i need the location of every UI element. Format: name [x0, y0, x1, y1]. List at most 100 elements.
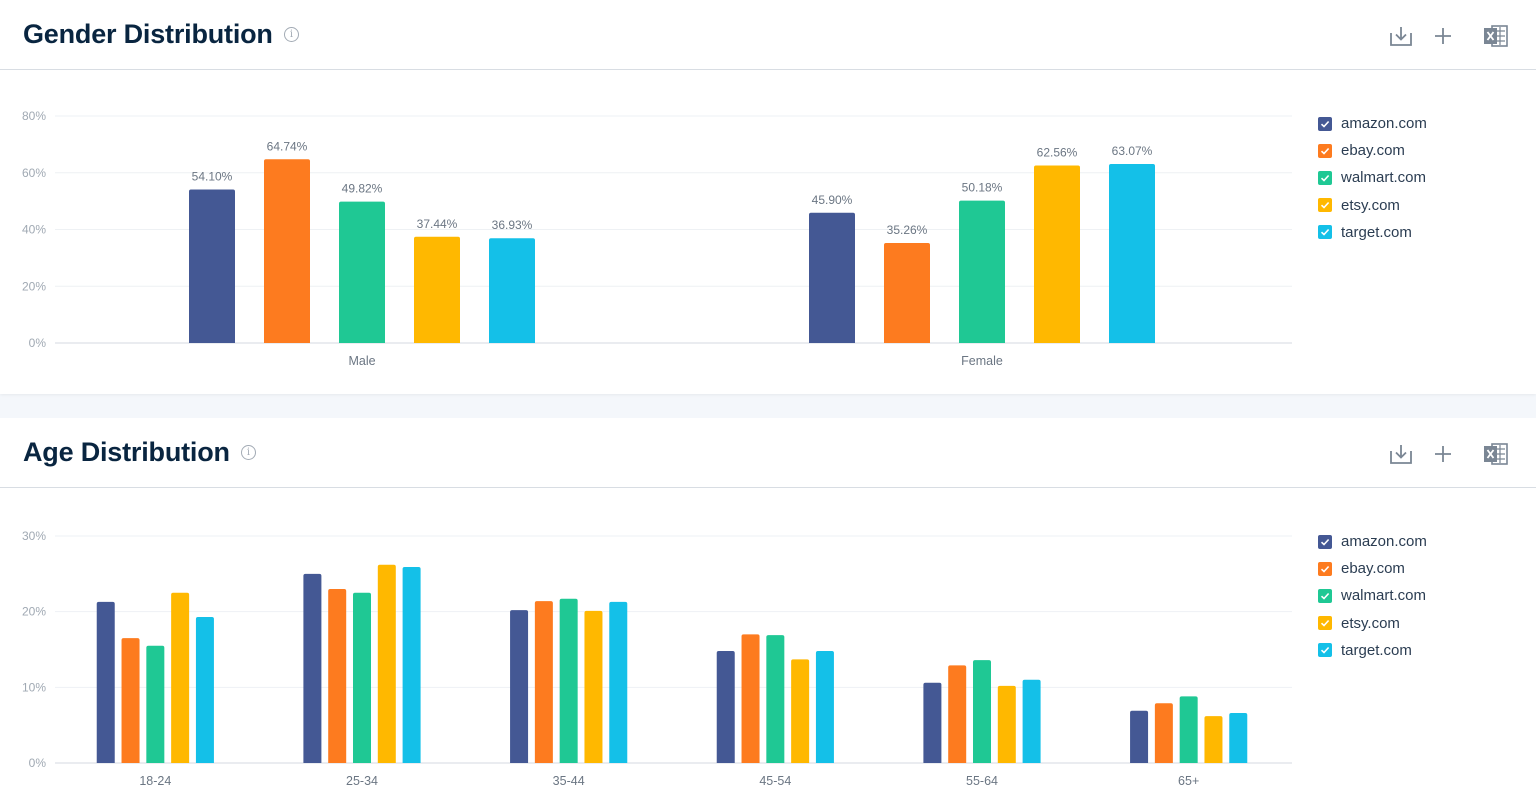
legend-item-ebay[interactable]: ebay.com — [1318, 555, 1528, 582]
bar-target-Male[interactable] — [489, 238, 535, 343]
x-tick-label: 45-54 — [759, 774, 791, 788]
checkbox-icon[interactable] — [1318, 561, 1332, 576]
legend-label: etsy.com — [1341, 196, 1400, 214]
bar-amazon-18-24[interactable] — [96, 601, 115, 763]
checkbox-icon[interactable] — [1318, 588, 1332, 603]
bar-target-25-34[interactable] — [402, 567, 421, 763]
data-label: 62.56% — [1037, 145, 1078, 159]
checkbox-icon[interactable] — [1318, 616, 1332, 631]
checkbox-icon[interactable] — [1318, 643, 1332, 658]
x-tick-label: 55-64 — [966, 774, 998, 788]
bar-etsy-Male[interactable] — [414, 236, 460, 343]
y-tick-label: 20% — [22, 279, 46, 293]
legend-item-etsy[interactable]: etsy.com — [1318, 610, 1528, 637]
bar-walmart-25-34[interactable] — [353, 592, 371, 763]
bar-ebay-18-24[interactable] — [121, 638, 140, 763]
checkbox-icon[interactable] — [1318, 225, 1332, 240]
bar-etsy-18-24[interactable] — [171, 592, 190, 763]
checkbox-icon[interactable] — [1318, 143, 1332, 158]
bar-ebay-55-64[interactable] — [948, 665, 967, 763]
bar-walmart-Male[interactable] — [339, 201, 385, 343]
bar-amazon-45-54[interactable] — [716, 651, 735, 763]
x-tick-label: 25-34 — [346, 774, 378, 788]
download-icon[interactable] — [1389, 24, 1413, 48]
section-title: Age Distribution — [23, 437, 230, 467]
checkbox-icon[interactable] — [1318, 198, 1332, 213]
legend-item-target[interactable]: target.com — [1318, 219, 1528, 246]
bar-walmart-18-24[interactable] — [146, 645, 165, 763]
download-icon[interactable] — [1389, 442, 1413, 466]
bar-walmart-55-64[interactable] — [973, 660, 991, 763]
bar-target-35-44[interactable] — [609, 601, 628, 763]
bar-amazon-Female[interactable] — [809, 212, 855, 343]
checkbox-icon[interactable] — [1318, 116, 1332, 131]
data-label: 35.26% — [887, 223, 928, 237]
data-label: 50.18% — [962, 181, 1003, 195]
page-title: Gender Distribution — [23, 19, 273, 49]
bar-etsy-Female[interactable] — [1034, 165, 1080, 343]
age-card-header: Age Distribution i — [0, 418, 1536, 488]
info-icon[interactable]: i — [241, 445, 256, 460]
bar-target-45-54[interactable] — [815, 651, 834, 763]
bar-walmart-65+[interactable] — [1179, 696, 1198, 763]
legend-label: walmart.com — [1341, 587, 1427, 605]
bar-ebay-35-44[interactable] — [534, 601, 553, 763]
plus-icon[interactable] — [1431, 442, 1455, 466]
bar-etsy-65+[interactable] — [1204, 716, 1223, 763]
bar-etsy-55-64[interactable] — [997, 685, 1016, 763]
legend-item-amazon[interactable]: amazon.com — [1318, 528, 1528, 555]
data-label: 54.10% — [192, 169, 233, 183]
gender-legend: amazon.com ebay.com walmart.com etsy.com tar… — [1318, 110, 1528, 246]
bar-amazon-55-64[interactable] — [923, 682, 942, 763]
legend-label: walmart.com — [1341, 169, 1427, 187]
excel-icon[interactable] — [1483, 442, 1509, 466]
bar-walmart-45-54[interactable] — [766, 635, 785, 763]
bar-target-55-64[interactable] — [1022, 679, 1041, 763]
y-tick-label: 0% — [29, 756, 47, 770]
y-tick-label: 80% — [22, 109, 46, 123]
bar-ebay-25-34[interactable] — [328, 588, 347, 763]
data-label: 45.90% — [812, 193, 853, 207]
y-tick-label: 40% — [22, 223, 46, 237]
bar-walmart-35-44[interactable] — [559, 598, 578, 763]
data-label: 63.07% — [1112, 144, 1153, 158]
bar-amazon-25-34[interactable] — [303, 573, 322, 763]
data-label: 36.93% — [492, 218, 533, 232]
excel-icon[interactable] — [1483, 24, 1509, 48]
bar-ebay-45-54[interactable] — [741, 634, 760, 763]
gender-distribution-card: Gender Distribution i 0% 20% 40% 60% 80% 54.1… — [0, 0, 1536, 394]
y-tick-label: 0% — [29, 336, 47, 350]
checkbox-icon[interactable] — [1318, 170, 1332, 185]
bar-ebay-Male[interactable] — [264, 159, 310, 343]
bar-ebay-Female[interactable] — [884, 242, 930, 343]
info-icon[interactable]: i — [284, 27, 299, 42]
legend-item-amazon[interactable]: amazon.com — [1318, 110, 1528, 137]
bar-target-18-24[interactable] — [195, 616, 214, 763]
bar-target-Female[interactable] — [1109, 164, 1155, 343]
bar-amazon-35-44[interactable] — [510, 610, 529, 763]
bar-amazon-Male[interactable] — [189, 189, 235, 343]
data-label: 37.44% — [417, 217, 458, 231]
legend-label: amazon.com — [1341, 533, 1427, 551]
gender-bar-chart: 0% 20% 40% 60% 80% 54.10% 64.74% 49.82% 37.44% 36… — [22, 109, 1292, 368]
legend-item-ebay[interactable]: ebay.com — [1318, 137, 1528, 164]
bar-walmart-Female[interactable] — [959, 200, 1005, 343]
plus-icon[interactable] — [1431, 24, 1455, 48]
gender-chart: 0% 20% 40% 60% 80% 54.10% 64.74% 49.82% 37.44% 36… — [0, 70, 1300, 392]
age-legend: amazon.com ebay.com walmart.com etsy.com tar… — [1318, 528, 1528, 664]
bar-amazon-65+[interactable] — [1130, 710, 1149, 763]
bar-ebay-65+[interactable] — [1154, 703, 1173, 763]
x-tick-label: 18-24 — [139, 774, 171, 788]
legend-item-target[interactable]: target.com — [1318, 637, 1528, 664]
bar-etsy-45-54[interactable] — [791, 659, 810, 763]
y-tick-label: 30% — [22, 529, 46, 543]
x-tick-label: Female — [961, 354, 1003, 368]
checkbox-icon[interactable] — [1318, 534, 1332, 549]
bar-etsy-35-44[interactable] — [584, 610, 603, 763]
legend-item-etsy[interactable]: etsy.com — [1318, 192, 1528, 219]
legend-item-walmart[interactable]: walmart.com — [1318, 582, 1528, 609]
x-tick-label: Male — [348, 354, 375, 368]
legend-item-walmart[interactable]: walmart.com — [1318, 164, 1528, 191]
bar-etsy-25-34[interactable] — [377, 564, 396, 763]
bar-target-65+[interactable] — [1229, 713, 1248, 763]
